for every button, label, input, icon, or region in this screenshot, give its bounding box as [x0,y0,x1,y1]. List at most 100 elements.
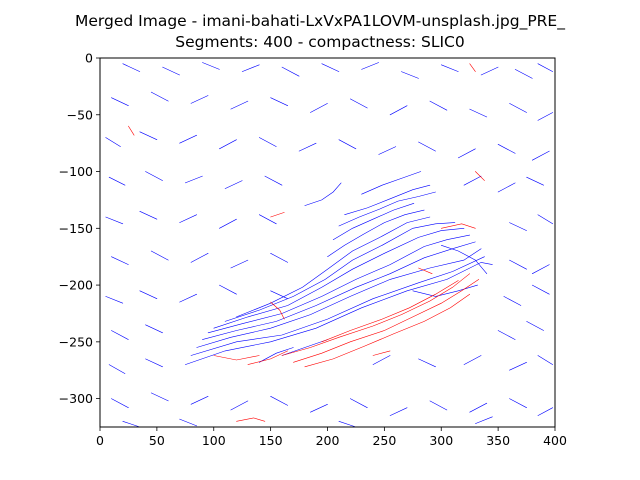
x-tick-label: 350 [486,433,510,448]
blue-edge-segment [179,293,197,303]
blue-edge-segment [526,321,544,331]
blue-edge-segment [219,284,237,295]
plot-frame [99,57,556,428]
blue-edge-segment [372,355,391,365]
blue-edge-segment [150,250,169,261]
blue-edge-segment [190,256,485,356]
blue-edge-segment [190,95,209,104]
blue-edge-segment [224,222,456,322]
blue-edge-segment [469,108,488,118]
blue-edge-segment [105,137,121,147]
red-edge-segment [270,301,285,320]
blue-edge-segment [509,259,527,270]
blue-edge-segment [258,347,294,363]
blue-edge-segment [139,211,158,220]
red-edge-segment [418,267,433,275]
blue-edge-segment [145,324,163,334]
blue-edge-segment [145,171,163,181]
blue-edge-segment [480,66,499,76]
x-tick-label: 250 [372,433,396,448]
blue-edge-segment [298,142,317,152]
red-edge-segment [321,280,459,343]
blue-edge-segment [463,355,482,365]
blue-edge-segment [190,395,209,405]
blue-edge-segment [230,400,249,411]
blue-edge-segment [150,91,169,102]
blue-edge-segment [145,358,163,368]
blue-edge-segment [327,209,425,258]
blue-edge-segment [338,191,436,227]
y-tick-label: −100 [59,164,93,179]
x-tick-label: 100 [202,433,226,448]
red-edge-segment [128,125,135,136]
blue-edge-segment [503,296,522,306]
blue-edge-segment [270,253,289,263]
red-edge-segment [475,171,485,181]
blue-edge-segment [162,66,180,76]
blue-edge-segment [139,131,158,140]
blue-edge-segment [332,203,415,240]
blue-edge-segment [111,330,129,340]
red-edge-segment [469,63,476,72]
blue-edge-segment [196,248,482,348]
blue-edge-segment [537,63,554,72]
red-edge-segment [304,293,471,368]
blue-edge-segment [389,407,408,416]
blue-edge-segment [526,176,544,186]
y-tick-label: −300 [59,391,93,406]
x-tick-label: 300 [429,433,453,448]
blue-edge-segment [202,62,220,70]
blue-edge-segment [179,134,197,144]
blue-edge-segment [429,400,448,411]
blue-edge-segment [105,216,124,225]
x-tick-label: 0 [96,433,104,448]
red-edge-segment [270,212,285,218]
blue-edge-segment [497,182,516,193]
blue-edge-segment [475,416,493,424]
blue-edge-segment [440,64,459,72]
blue-edge-segment [111,398,129,409]
blue-edge-segment [219,139,237,150]
blue-edge-segment [497,330,516,340]
blue-edge-segment [122,63,141,72]
blue-edge-segment [230,259,249,269]
blue-edge-segment [440,245,488,275]
blue-edge-segment [230,100,249,110]
series-layer [105,62,554,428]
blue-edge-segment [361,171,422,195]
blue-edge-segment [310,103,328,113]
blue-edge-segment [537,214,554,225]
blue-edge-segment [531,284,550,295]
blue-edge-segment [236,216,431,318]
blue-edge-segment [509,361,527,371]
blue-edge-segment [344,184,431,215]
blue-edge-segment [264,175,283,186]
blue-edge-segment [108,364,126,374]
blue-edge-segment [281,339,328,356]
blue-edge-segment [531,150,550,161]
blue-edge-segment [185,175,203,184]
blue-edge-segment [338,139,357,150]
x-tick-label: 50 [149,433,165,448]
blue-edge-segment [537,407,554,416]
blue-edge-segment [111,256,129,265]
red-edge-segment [236,417,266,422]
blue-edge-segment [108,176,126,186]
blue-edge-segment [537,355,554,365]
blue-edge-segment [258,214,277,225]
blue-edge-segment [219,218,237,229]
blue-edge-segment [150,392,169,402]
blue-edge-segment [185,262,493,365]
red-edge-segment [372,350,391,356]
blue-edge-segment [418,141,436,152]
red-edge-segment [281,273,471,356]
red-edge-segment [293,279,480,363]
x-tick-label: 400 [543,433,567,448]
y-axis: 0 −50 −100 −150 −200 −250 −300 [59,51,100,406]
y-tick-label: −200 [59,278,93,293]
y-tick-label: −150 [59,221,93,236]
blue-edge-segment [349,398,368,409]
blue-edge-segment [429,100,448,111]
blue-edge-segment [224,180,243,189]
